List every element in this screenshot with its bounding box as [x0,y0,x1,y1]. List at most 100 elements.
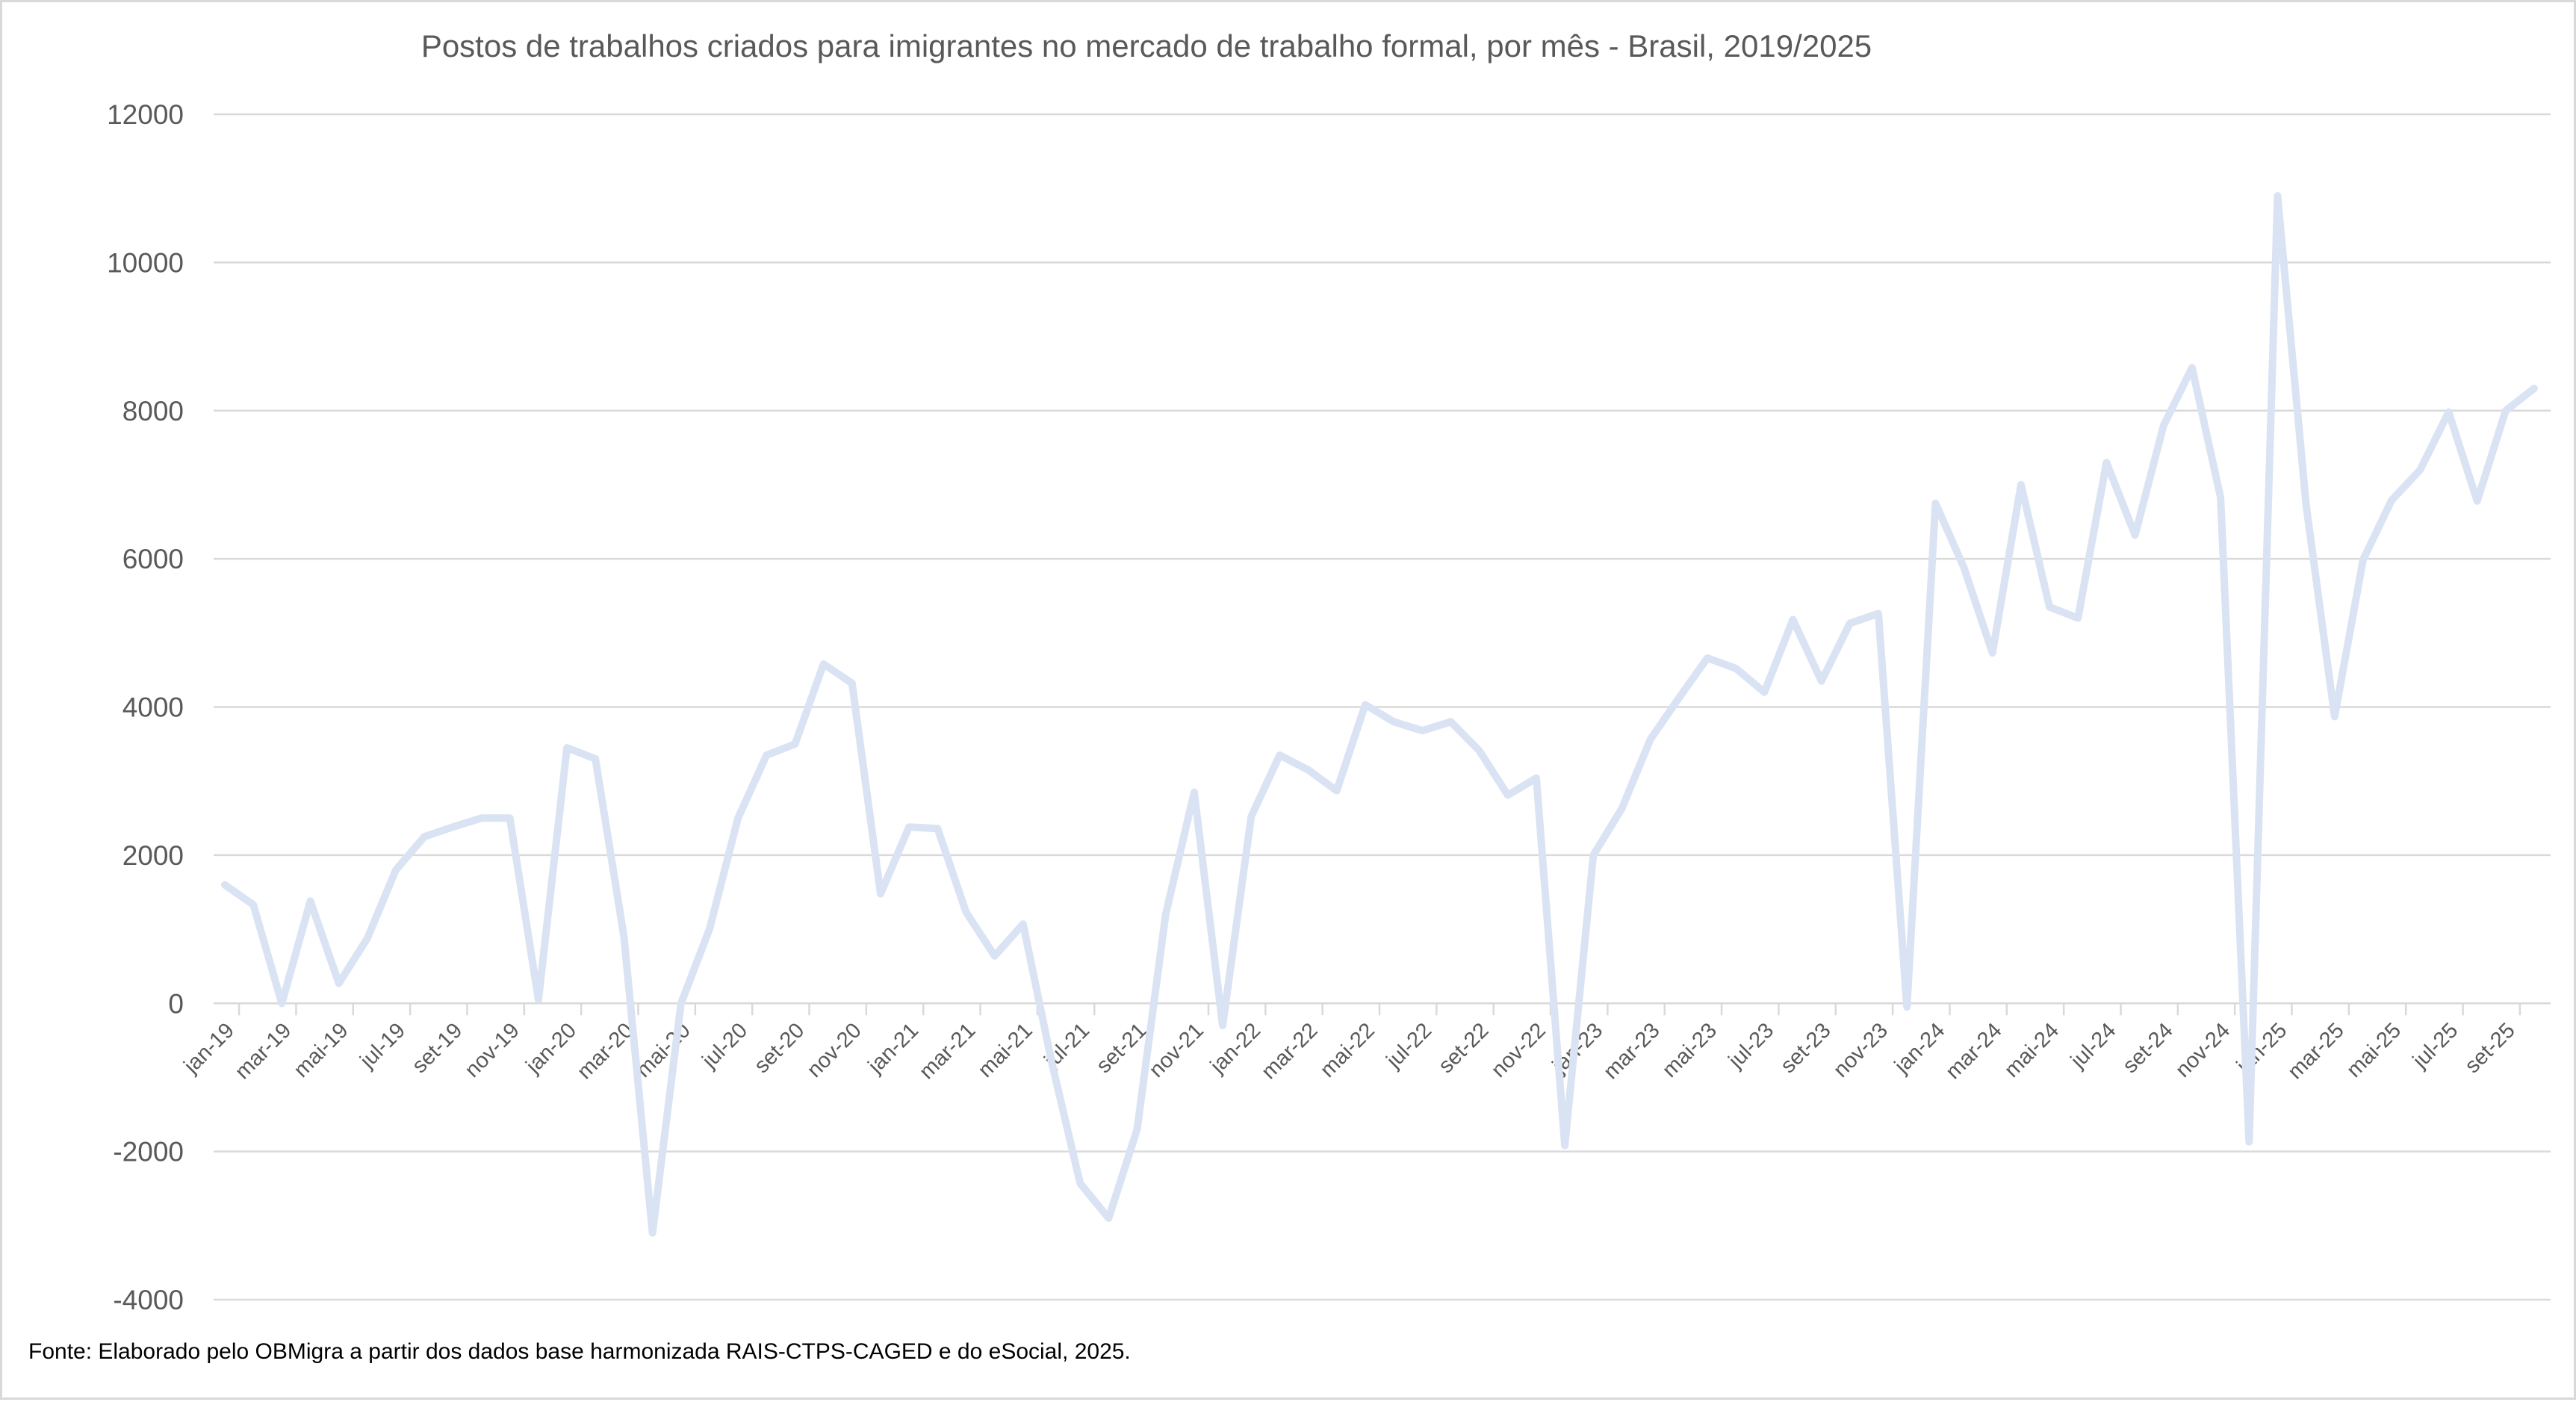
data-point-dez-20 [880,893,881,894]
x-tick-label: nov-22 [1487,1019,1551,1082]
data-point-jan-24 [1934,503,1936,504]
data-point-abr-23 [1678,698,1680,699]
data-point-fev-22 [1279,754,1280,756]
y-tick-label: 10000 [107,247,184,278]
x-tick-label: jan-22 [1205,1019,1265,1079]
data-point-abr-21 [994,955,996,957]
y-tick-label: 0 [168,988,184,1019]
y-tick-label: 2000 [122,840,184,871]
x-tick-label: set-20 [750,1019,810,1079]
data-point-jul-23 [1763,692,1765,693]
data-point-jul-21 [1079,1182,1081,1184]
x-tick-label: jan-21 [863,1019,923,1079]
data-point-ago-23 [1793,618,1794,620]
data-point-jun-22 [1393,721,1394,722]
data-point-abr-19 [310,900,311,902]
x-tick-label: set-19 [408,1019,468,1079]
data-point-ago-25 [2477,500,2478,502]
y-axis: 12000 10000 8000 6000 4000 2000 0 -2000 -4000 [107,99,184,1315]
data-point-set-22 [1479,750,1480,751]
x-tick-label: jan-20 [521,1019,581,1079]
data-point-nov-20 [851,683,853,684]
data-point-mai-20 [680,1002,682,1004]
data-point-fev-19 [252,904,254,905]
x-tick-label: mar-23 [1599,1019,1665,1085]
data-point-out-19 [481,817,482,819]
y-tick-label: -2000 [113,1137,184,1167]
data-point-ago-19 [423,836,425,837]
data-point-dez-23 [1906,1006,1908,1008]
data-point-mai-19 [338,982,340,984]
data-point-out-23 [1849,622,1851,624]
data-point-abr-25 [2362,559,2364,560]
data-point-ago-21 [1108,1218,1109,1219]
data-point-dez-24 [2248,1141,2250,1143]
data-point-jun-20 [709,928,710,930]
data-point-dez-19 [538,999,539,1000]
data-point-out-25 [2533,388,2535,389]
data-point-mai-25 [2391,500,2392,501]
data-point-nov-22 [1536,778,1537,779]
x-tick-label: mar-22 [1257,1019,1323,1085]
x-tick-label: mar-25 [2283,1019,2349,1085]
series-layer [221,192,2538,1237]
data-point-jul-20 [737,817,739,819]
y-tick-label: -4000 [113,1285,184,1315]
data-point-ago-24 [2135,534,2136,536]
data-point-mar-21 [965,911,966,913]
x-tick-label: jul-20 [698,1019,752,1073]
data-point-set-23 [1821,680,1822,682]
y-tick-label: 8000 [122,396,184,427]
data-point-jan-19 [224,884,226,886]
data-point-mar-19 [281,1002,282,1004]
x-tick-label: mar-24 [1941,1019,2007,1085]
x-tick-label: jan-24 [1890,1019,1949,1079]
data-point-nov-19 [509,817,511,819]
data-point-jun-25 [2419,469,2421,471]
data-point-fev-20 [595,758,596,760]
data-point-abr-24 [2020,484,2022,486]
x-tick-label: mai-20 [631,1019,695,1082]
data-point-set-25 [2505,410,2507,412]
x-tick-label: mai-25 [2342,1019,2406,1082]
x-tick-label: mar-21 [915,1019,981,1085]
x-tick-label: mar-20 [573,1019,639,1085]
x-tick-label: jul-22 [1382,1019,1436,1073]
x-tick-label: set-23 [1776,1019,1836,1079]
data-point-nov-24 [2220,497,2221,498]
data-point-mar-22 [1308,769,1309,771]
data-point-jul-19 [395,869,397,871]
data-point-jan-21 [908,826,910,828]
x-tick-label: jul-23 [1724,1019,1778,1073]
data-point-nov-21 [1194,792,1195,793]
x-tick-label: jul-24 [2066,1019,2120,1073]
x-tick-label: mai-19 [289,1019,353,1082]
x-tick-label: jul-19 [355,1019,409,1073]
data-point-set-19 [452,826,453,828]
x-tick-label: mai-24 [2000,1019,2064,1082]
data-point-jul-25 [2448,412,2449,413]
data-point-jun-23 [1735,668,1737,669]
x-tick-label: set-24 [2118,1019,2178,1079]
y-tick-label: 12000 [107,99,184,130]
data-point-jan-23 [1592,854,1594,856]
data-point-jul-22 [1421,730,1423,731]
data-point-out-21 [1165,914,1167,915]
x-tick-label: nov-24 [2171,1019,2235,1082]
gridlines [214,113,2551,1301]
data-point-dez-22 [1564,1145,1565,1147]
x-tick-label: jan-19 [179,1019,239,1079]
data-point-mai-23 [1707,657,1708,659]
y-tick-label: 6000 [122,544,184,574]
data-point-fev-25 [2306,504,2307,506]
data-point-abr-22 [1336,790,1338,792]
x-tick-label: nov-23 [1829,1019,1893,1082]
data-point-out-22 [1507,795,1509,796]
data-point-jun-24 [2077,617,2079,618]
x-tick-label: set-25 [2460,1019,2520,1079]
data-point-jan-25 [2276,195,2278,196]
series-line-0 [221,192,2538,1237]
